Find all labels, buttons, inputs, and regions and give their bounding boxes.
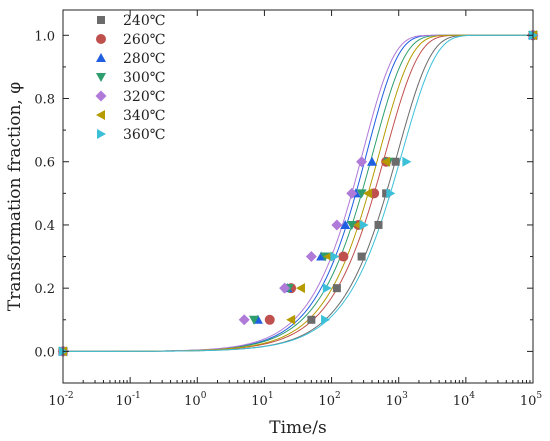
legend-marker: [96, 110, 105, 120]
data-point: [238, 314, 250, 326]
legend-marker: [96, 53, 106, 62]
data-point: [357, 252, 366, 261]
fit-curve: [63, 34, 533, 352]
data-point: [382, 189, 391, 198]
axis-ticks: 0.0 0.2 0.4 0.6 0.8 1.0 10-2 10-1 100 101 102 103 10…: [34, 10, 542, 409]
x-tick-label: 101: [251, 391, 273, 409]
data-point: [386, 188, 396, 199]
plot-frame: [62, 9, 534, 384]
legend-marker: [97, 129, 106, 139]
legend-label: 260℃: [123, 32, 165, 48]
data-point: [346, 187, 358, 199]
y-tick-label: 0.2: [34, 282, 55, 297]
x-tick-label: 104: [453, 391, 476, 409]
legend: 240℃ 260℃ 280℃ 300℃ 320℃ 340℃ 360℃: [95, 13, 165, 143]
data-point: [402, 156, 412, 167]
x-axis-label: Time/s: [269, 418, 326, 438]
data-point: [391, 157, 400, 166]
data-point: [323, 251, 333, 262]
legend-marker: [96, 73, 106, 82]
x-tick-label: 105: [520, 391, 543, 409]
y-tick-label: 1.0: [34, 29, 55, 44]
data-point: [356, 156, 368, 168]
data-point: [366, 156, 377, 166]
y-tick-label: 0.0: [34, 345, 55, 360]
legend-marker: [97, 16, 105, 24]
data-point: [338, 251, 349, 262]
x-tick-label: 102: [318, 391, 340, 409]
legend-label: 300℃: [123, 70, 165, 86]
legend-label: 340℃: [123, 108, 165, 124]
y-tick-label: 0.4: [34, 219, 55, 234]
data-point: [363, 188, 373, 199]
data-point: [249, 315, 260, 325]
data-point: [340, 219, 351, 229]
x-tick-label: 100: [184, 391, 207, 409]
data-point: [359, 219, 369, 230]
legend-marker: [95, 90, 107, 102]
data-point: [346, 220, 357, 230]
y-axis-label: Transformation fraction, φ: [5, 82, 25, 311]
x-tick-label: 103: [386, 391, 409, 409]
data-point: [381, 156, 391, 167]
legend-marker: [96, 34, 106, 44]
data-point: [331, 219, 343, 231]
data-point: [279, 282, 291, 294]
legend-label: 360℃: [123, 127, 165, 143]
x-tick-label: 10-2: [48, 391, 73, 409]
y-tick-label: 0.8: [34, 93, 55, 108]
data-point: [374, 220, 383, 229]
data-point: [305, 251, 317, 263]
data-point: [330, 251, 340, 262]
data-point: [332, 284, 341, 293]
data-point: [286, 314, 296, 325]
plot-area: [57, 29, 539, 357]
legend-label: 280℃: [123, 51, 165, 67]
data-point: [264, 314, 275, 325]
data-point: [322, 283, 332, 294]
x-tick-label: 10-1: [115, 391, 140, 409]
legend-label: 320℃: [123, 89, 165, 105]
legend-label: 240℃: [123, 13, 165, 29]
data-point: [295, 283, 305, 294]
y-tick-label: 0.6: [34, 156, 55, 171]
data-point: [307, 315, 316, 324]
data-point: [356, 189, 367, 199]
data-point: [321, 314, 331, 325]
